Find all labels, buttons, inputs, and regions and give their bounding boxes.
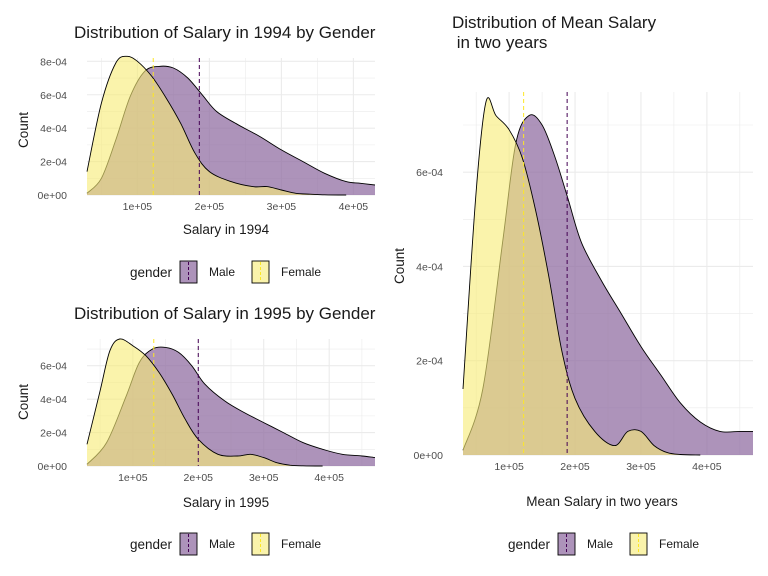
legend: gender Male Female [130,532,321,556]
density-area-female [87,56,347,195]
density-area-female [463,97,701,455]
x-axis-label: Salary in 1995 [183,495,269,510]
legend: gender Male Female [508,532,699,556]
legend-label-male: Male [587,537,613,551]
density-outline-female [86,55,347,196]
density-outline-female [86,338,323,467]
y-axis-label: Count [392,248,407,284]
chart-title-line: Distribution of Salary in 1995 by Gender [74,304,376,323]
density-area-female [87,338,323,466]
legend-label-male: Male [209,265,235,279]
y-tick-label: 6e-04 [416,167,443,179]
chart-title: Distribution of Salary in 1994 by Gender [74,23,376,42]
x-tick-label: 3e+05 [626,461,656,473]
legend-title: gender [130,265,173,280]
chart-panel-3: 1e+05 2e+05 3e+05 4e+05 0e+00 2e-04 4e-04 6e-04… [392,13,753,556]
x-tick-label: 2e+05 [560,461,590,473]
x-tick-label: 3e+05 [249,472,279,484]
y-axis-label: Count [16,112,31,148]
y-tick-label: 0e+00 [38,461,68,473]
y-tick-label: 2e-04 [416,356,443,368]
x-tick-label: 2e+05 [195,201,225,213]
x-tick-label: 4e+05 [339,201,369,213]
y-tick-label: 4e-04 [40,394,67,406]
legend-title: gender [130,537,173,552]
x-axis-label: Salary in 1994 [183,222,270,237]
legend-label-female: Female [281,537,321,551]
legend-label-female: Female [281,265,321,279]
chart-panel-1: 1e+05 2e+05 3e+05 4e+05 0e+00 2e-04 4e-04 6e-04… [16,23,376,284]
x-tick-label: 4e+05 [692,461,722,473]
x-tick-label: 3e+05 [267,201,297,213]
chart-title: Distribution of Mean Salary in two years [452,13,657,52]
legend-label-male: Male [209,537,235,551]
x-tick-label: 2e+05 [184,472,214,484]
legend-label-female: Female [659,537,699,551]
y-tick-label: 2e-04 [40,157,67,169]
y-tick-label: 6e-04 [40,90,67,102]
x-tick-label: 1e+05 [123,201,153,213]
y-tick-label: 0e+00 [38,190,68,202]
x-tick-label: 1e+05 [494,461,524,473]
density-outline-female [462,97,701,456]
x-tick-label: 4e+05 [314,472,344,484]
chart-panel-2: 1e+05 2e+05 3e+05 4e+05 0e+00 2e-04 4e-04 6e-04… [16,304,376,556]
y-tick-label: 6e-04 [40,361,67,373]
y-tick-label: 8e-04 [40,56,67,68]
y-tick-label: 4e-04 [416,261,443,273]
y-tick-label: 2e-04 [40,428,67,440]
x-tick-label: 1e+05 [118,472,148,484]
chart-title-line: Distribution of Mean Salary [452,13,657,32]
chart-title-line: Distribution of Salary in 1994 by Gender [74,23,376,42]
y-tick-label: 0e+00 [414,450,444,462]
chart-title: Distribution of Salary in 1995 by Gender [74,304,376,323]
x-axis-label: Mean Salary in two years [526,494,678,509]
y-tick-label: 4e-04 [40,123,67,135]
chart-title-line: in two years [452,33,547,52]
legend-title: gender [508,537,551,552]
y-axis-label: Count [16,384,31,420]
legend: gender Male Female [130,260,321,284]
